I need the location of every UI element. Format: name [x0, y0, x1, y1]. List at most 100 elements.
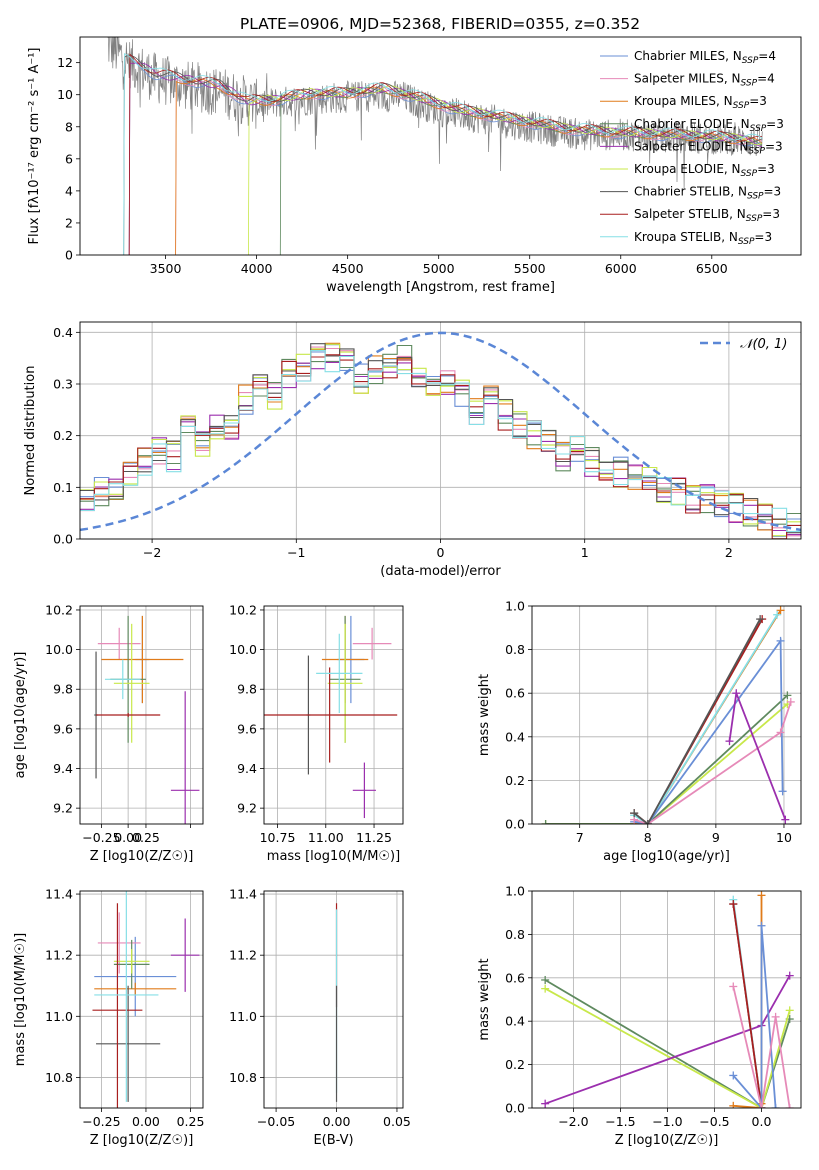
legend-entry-kroupa-miles: Kroupa MILES, NSSP=3 [634, 94, 767, 111]
plot-area [80, 331, 801, 539]
weight-line [732, 925, 777, 1108]
y-tick-label: 11.2 [229, 948, 257, 963]
errorbar-chabrier-miles [94, 936, 177, 1017]
weight-line [633, 618, 761, 824]
legend-entry-chabrier-elodie: Chabrier ELODIE, NSSP=3 [634, 117, 784, 134]
x-tick-label: −2 [143, 545, 161, 560]
x-axis-label: wavelength [Angstrom, rest frame] [326, 280, 555, 295]
y-tick-label: 1.0 [505, 884, 525, 899]
x-tick-label: 7 [576, 830, 584, 845]
y-tick-label: 11.4 [45, 887, 73, 902]
legend-entry-chabrier-miles: Chabrier MILES, NSSP=4 [634, 49, 776, 66]
x-tick-label: 0.00 [323, 1114, 351, 1129]
legend-entry-kroupa-elodie: Kroupa ELODIE, NSSP=3 [634, 162, 775, 179]
x-tick-label: −0.25 [82, 1114, 120, 1129]
plot-area [541, 606, 795, 824]
plot-area [92, 891, 200, 1108]
x-tick-label: 0.00 [114, 830, 142, 845]
weight-series-salpeter-miles [729, 982, 794, 1108]
panel-residuals: −2 −1 0 1 2 0.0 0.1 0.2 0.3 0.4 (data-model)/error… [23, 321, 802, 579]
weight-series-chabrier-miles [630, 636, 787, 824]
y-tick-label: 6 [65, 151, 73, 166]
weight-series-salpeter-stelib [729, 900, 766, 1108]
x-axis-label: Z [log10(Z/Z☉)] [90, 849, 194, 864]
model-spectrum-kroupa-stelib [123, 53, 763, 255]
legend-entry-chabrier-stelib: Chabrier STELIB, NSSP=3 [634, 185, 781, 202]
plot-area [107, 37, 763, 255]
y-tick-label: 4 [65, 183, 73, 198]
y-tick-label: 0.2 [505, 1057, 525, 1072]
y-axis-label: Normed distribution [23, 366, 38, 496]
panel-age-vs-Z: −0.250.000.25 9.2 9.4 9.6 9.8 10.0 10.2 Z [log1… [13, 602, 204, 864]
y-tick-label: 0.0 [505, 817, 525, 832]
errorbar-kroupa-miles [94, 982, 177, 995]
y-tick-label: 11.2 [45, 948, 73, 963]
histogram-kroupa-elodie [80, 343, 801, 537]
x-tick-label: 9 [712, 830, 720, 845]
x-axis-label: Z [log10(Z/Z☉)] [615, 1133, 719, 1148]
x-tick-label: 11.25 [356, 830, 392, 845]
x-tick-label: 0.25 [132, 830, 160, 845]
y-tick-label: 10.2 [229, 602, 257, 617]
y-tick-label: 9.4 [53, 761, 73, 776]
weight-line [545, 703, 788, 824]
errorbar-salpeter-elodie [170, 918, 200, 992]
y-tick-label: 2 [65, 215, 73, 230]
y-tick-label: 10.8 [45, 1070, 73, 1085]
weight-line [633, 701, 792, 824]
y-axis-label: mass weight [477, 958, 492, 1040]
errorbar-kroupa-stelib [104, 659, 141, 700]
weight-series-salpeter-elodie [725, 689, 790, 824]
weight-series-salpeter-miles [630, 697, 795, 824]
y-tick-label: 9.8 [237, 682, 257, 697]
x-tick-label: 2 [725, 545, 733, 560]
y-tick-label: 9.8 [53, 682, 73, 697]
errorbar-salpeter-stelib [96, 713, 161, 717]
x-tick-label: −2.0 [558, 1114, 588, 1129]
axes-frame [79, 605, 204, 825]
x-tick-label: 6500 [696, 261, 728, 276]
y-tick-label: 10.0 [229, 642, 257, 657]
y-tick-label: 9.2 [237, 801, 257, 816]
x-tick-label: 0.05 [383, 1114, 411, 1129]
x-tick-label: 8 [644, 830, 652, 845]
plot-area [264, 615, 398, 819]
weight-series-chabrier-elodie [541, 691, 792, 824]
panel-massweight-vs-Z: −2.0 −1.5 −1.0 −0.5 0.0 0.0 0.2 0.4 0.6 0.8 1.0 Z [… [477, 884, 802, 1148]
y-tick-label: 0.8 [505, 927, 525, 942]
x-tick-label: 0.25 [177, 1114, 205, 1129]
model-spectrum-kroupa-miles [175, 78, 763, 255]
y-axis-label: age [log10(age/yr)] [13, 652, 28, 779]
x-tick-label: −1.5 [605, 1114, 635, 1129]
y-tick-label: 9.6 [53, 721, 73, 736]
x-tick-label: −1.0 [652, 1114, 682, 1129]
y-axis-label: mass [log10(M/M☉)] [13, 933, 28, 1066]
x-tick-label: −0.5 [699, 1114, 729, 1129]
figure-title: PLATE=0906, MJD=52368, FIBERID=0355, z=0… [240, 15, 640, 33]
legend: Chabrier MILES, NSSP=4 Salpeter MILES, NS… [600, 49, 784, 247]
y-tick-label: 0.0 [505, 1101, 525, 1116]
x-tick-label: 4500 [332, 261, 364, 276]
model-spectrum-chabrier-miles [128, 57, 763, 255]
x-axis-label: (data-model)/error [380, 564, 501, 579]
x-tick-label: 11.00 [308, 830, 344, 845]
errorbar-kroupa-miles [101, 615, 184, 704]
y-tick-label: 11.0 [229, 1009, 257, 1024]
weight-series-chabrier-stelib [630, 615, 765, 824]
y-axis-label: Flux [fλ10⁻¹⁷ erg cm⁻² s⁻¹ A⁻¹] [27, 48, 42, 245]
errorbar-salpeter-miles [352, 627, 392, 660]
x-tick-label: −0.25 [82, 830, 120, 845]
legend-entry-salpeter-stelib: Salpeter STELIB, NSSP=3 [634, 207, 780, 224]
y-tick-label: 0.4 [505, 1014, 525, 1029]
errorbar-salpeter-elodie [170, 691, 200, 824]
x-tick-label: 10 [776, 830, 792, 845]
errorbar-kroupa-elodie [327, 623, 363, 743]
x-tick-label: 6000 [605, 261, 637, 276]
weight-line [634, 638, 784, 824]
histogram-kroupa-stelib [80, 350, 801, 532]
errorbar-kroupa-elodie [113, 949, 150, 974]
y-tick-label: 12 [57, 55, 73, 70]
errorbar-salpeter-stelib [92, 903, 143, 1108]
x-tick-label: 4000 [241, 261, 273, 276]
